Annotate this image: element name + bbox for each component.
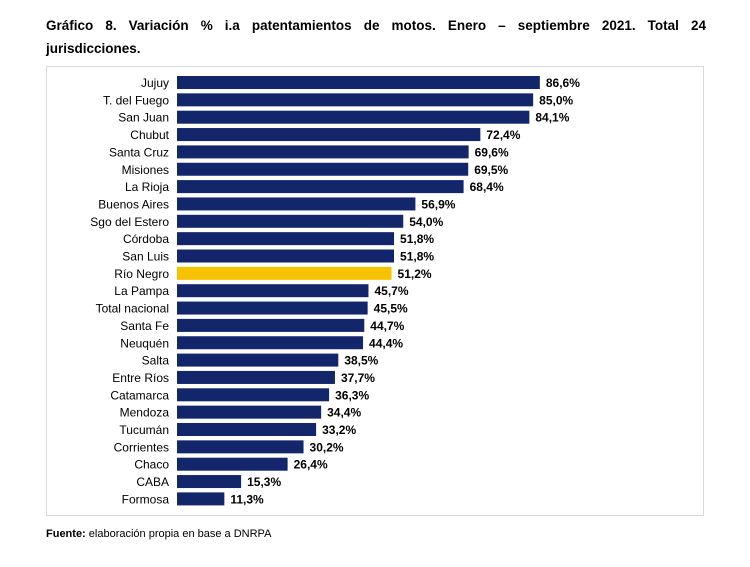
category-label: Córdoba xyxy=(123,232,169,246)
category-label: Jujuy xyxy=(141,76,169,90)
bar xyxy=(177,145,469,159)
category-label: Tucumán xyxy=(119,423,169,437)
category-label: Chaco xyxy=(134,458,169,472)
data-label: 85,0% xyxy=(539,93,573,107)
data-label: 45,5% xyxy=(374,302,408,316)
chart-title: Gráfico 8. Variación % i.a patentamiento… xyxy=(46,18,706,56)
source-note: Fuente: elaboración propia en base a DNR… xyxy=(46,528,271,540)
data-label: 68,4% xyxy=(470,180,504,194)
data-label: 11,3% xyxy=(230,492,264,506)
data-label: 36,3% xyxy=(335,388,369,402)
bar xyxy=(177,370,335,384)
data-label: 38,5% xyxy=(344,354,378,368)
category-label: San Luis xyxy=(122,250,169,264)
data-label: 51,8% xyxy=(400,232,434,246)
bar xyxy=(177,162,469,176)
bar xyxy=(177,457,288,471)
bar xyxy=(177,110,530,124)
bar xyxy=(177,284,369,298)
bar xyxy=(177,93,534,107)
bar xyxy=(177,249,395,263)
category-label: Santa Fe xyxy=(120,319,169,333)
data-label: 44,7% xyxy=(370,319,404,333)
category-label: Formosa xyxy=(122,492,170,506)
bar xyxy=(177,214,404,228)
bar xyxy=(177,318,365,332)
bar xyxy=(177,232,395,246)
category-label: Entre Ríos xyxy=(112,371,169,385)
category-label: Corrientes xyxy=(114,440,169,454)
data-label: 56,9% xyxy=(421,197,455,211)
data-label: 37,7% xyxy=(341,371,375,385)
data-label: 30,2% xyxy=(310,440,344,454)
data-label: 33,2% xyxy=(322,423,356,437)
source-text: elaboración propia en base a DNRPA xyxy=(85,528,272,540)
data-label: 26,4% xyxy=(294,458,328,472)
bar xyxy=(177,180,464,194)
category-label: San Juan xyxy=(118,111,169,125)
source-label: Fuente: xyxy=(46,528,86,540)
category-label: Misiones xyxy=(122,163,169,177)
category-label: Total nacional xyxy=(96,302,169,316)
data-label: 54,0% xyxy=(409,215,443,229)
category-label: Neuquén xyxy=(120,336,169,350)
category-label: Mendoza xyxy=(120,406,170,420)
data-label: 72,4% xyxy=(486,128,520,142)
chart-frame: Jujuy 86,6% T. del Fuego 85,0% San Juan 84,1%… xyxy=(46,66,704,516)
bar xyxy=(177,76,540,89)
bar xyxy=(177,353,339,367)
category-label: La Pampa xyxy=(114,284,169,298)
bar xyxy=(177,197,416,211)
bar xyxy=(177,405,322,419)
data-label: 45,7% xyxy=(374,284,408,298)
bar xyxy=(177,301,368,315)
data-label: 69,5% xyxy=(474,163,508,177)
category-label: La Rioja xyxy=(125,180,169,194)
data-label: 51,2% xyxy=(398,267,432,281)
category-label: T. del Fuego xyxy=(103,93,169,107)
bar xyxy=(177,440,304,454)
category-label: Catamarca xyxy=(110,388,169,402)
data-label: 34,4% xyxy=(327,406,361,420)
bar xyxy=(177,388,330,402)
data-label: 69,6% xyxy=(475,145,509,159)
data-label: 84,1% xyxy=(535,111,569,125)
bar xyxy=(177,336,364,350)
data-label: 15,3% xyxy=(247,475,281,489)
category-label: Chubut xyxy=(130,128,169,142)
data-label: 44,4% xyxy=(369,336,403,350)
category-label: Buenos Aires xyxy=(98,197,169,211)
bar xyxy=(177,423,317,436)
category-label: CABA xyxy=(136,475,169,489)
category-label: Río Negro xyxy=(114,267,169,281)
bar xyxy=(177,475,242,489)
category-label: Santa Cruz xyxy=(109,145,169,159)
category-label: Salta xyxy=(142,354,170,368)
bar xyxy=(177,128,481,142)
bar-chart: Jujuy 86,6% T. del Fuego 85,0% San Juan 84,1%… xyxy=(90,76,580,506)
data-label: 51,8% xyxy=(400,250,434,264)
bar xyxy=(177,492,225,506)
bar-highlighted xyxy=(177,266,392,280)
category-label: Sgo del Estero xyxy=(90,215,169,229)
data-label: 86,6% xyxy=(546,76,580,90)
